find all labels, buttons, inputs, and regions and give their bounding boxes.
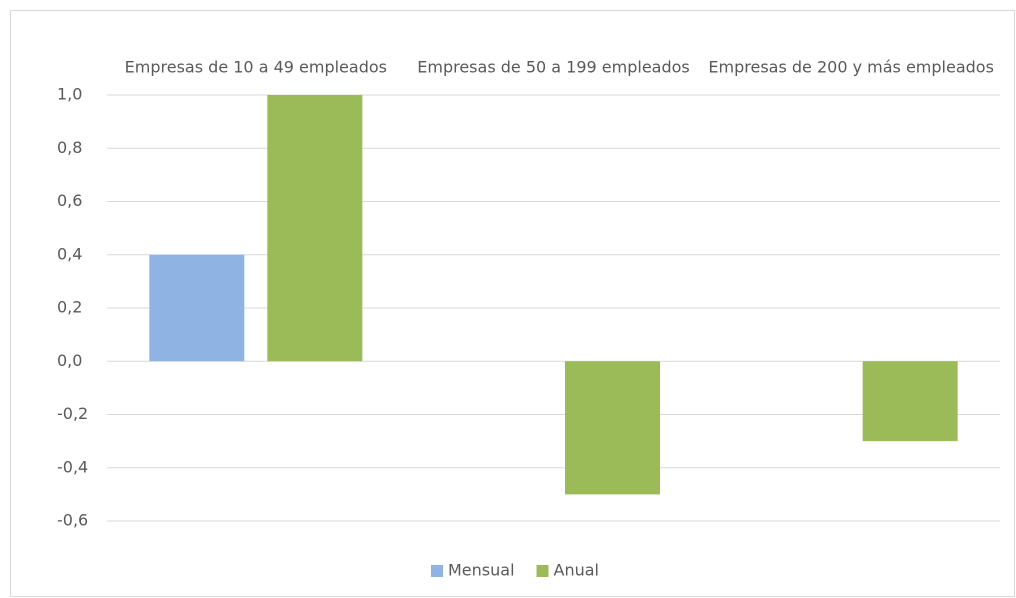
bar — [565, 361, 660, 495]
category-label: Empresas de 50 a 199 empleados — [417, 58, 690, 77]
legend-label: Mensual — [448, 561, 515, 580]
bar — [149, 254, 245, 362]
bar — [862, 361, 958, 442]
legend-swatch — [536, 565, 549, 577]
y-tick-label: 0,0 — [57, 351, 82, 370]
y-tick-label: 0,6 — [57, 191, 82, 210]
y-tick-label: 0,8 — [57, 138, 82, 157]
y-tick-label: -0,2 — [57, 404, 88, 423]
y-tick-label: -0,6 — [57, 511, 88, 530]
y-tick-label: 1,0 — [57, 85, 82, 104]
bar — [267, 95, 363, 362]
y-tick-label: 0,2 — [57, 298, 82, 317]
category-label: Empresas de 10 a 49 empleados — [125, 58, 387, 77]
category-label: Empresas de 200 y más empleados — [708, 58, 994, 77]
legend-label: Anual — [554, 561, 599, 580]
legend-swatch — [431, 565, 443, 577]
y-tick-label: 0,4 — [57, 244, 82, 263]
y-tick-label: -0,4 — [57, 457, 88, 476]
